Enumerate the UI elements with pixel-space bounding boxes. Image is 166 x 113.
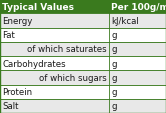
Text: g: g bbox=[111, 73, 117, 82]
Text: of which saturates: of which saturates bbox=[27, 45, 107, 54]
Text: Protein: Protein bbox=[2, 87, 33, 96]
Bar bbox=[0, 99, 166, 113]
Bar bbox=[0, 28, 166, 42]
Text: g: g bbox=[111, 87, 117, 96]
Text: Typical Values: Typical Values bbox=[2, 3, 75, 12]
Text: g: g bbox=[111, 101, 117, 110]
Bar bbox=[0, 14, 166, 28]
Bar bbox=[0, 56, 166, 71]
Text: Energy: Energy bbox=[2, 17, 33, 26]
Bar bbox=[0, 42, 166, 56]
Bar bbox=[0, 0, 166, 14]
Text: of which sugars: of which sugars bbox=[39, 73, 107, 82]
Text: Salt: Salt bbox=[2, 101, 19, 110]
Text: g: g bbox=[111, 31, 117, 40]
Text: kJ/kcal: kJ/kcal bbox=[111, 17, 139, 26]
Text: Per 100g/ml: Per 100g/ml bbox=[111, 3, 166, 12]
Bar bbox=[0, 71, 166, 85]
Text: g: g bbox=[111, 45, 117, 54]
Bar bbox=[0, 85, 166, 99]
Text: Carbohydrates: Carbohydrates bbox=[2, 59, 66, 68]
Text: Fat: Fat bbox=[2, 31, 15, 40]
Text: g: g bbox=[111, 59, 117, 68]
